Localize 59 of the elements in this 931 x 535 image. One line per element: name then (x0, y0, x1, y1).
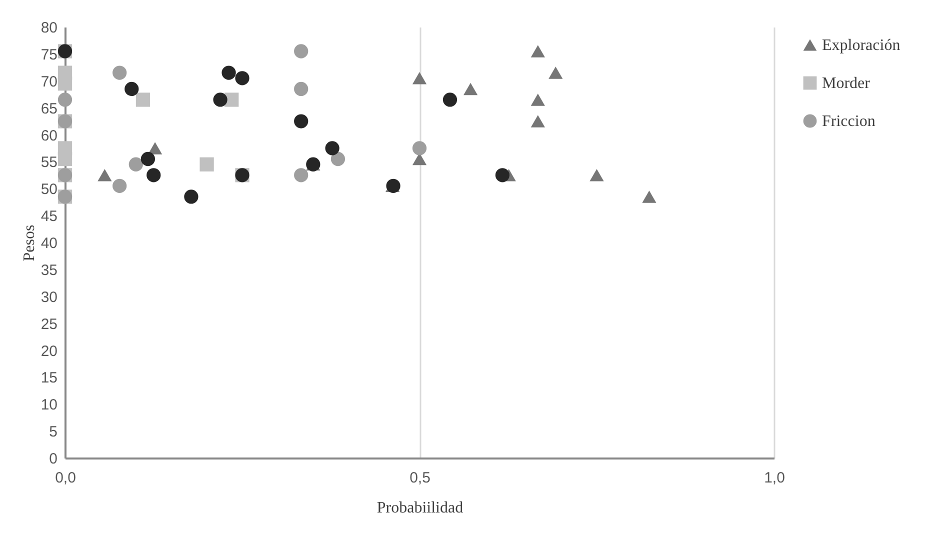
point (590, 169, 604, 182)
point (146, 168, 161, 182)
point (294, 168, 308, 182)
point (136, 92, 150, 107)
point (294, 114, 308, 128)
point (642, 190, 656, 203)
point (325, 141, 340, 156)
point (112, 178, 127, 193)
y-tick-label: 65 (40, 100, 58, 118)
point (463, 82, 478, 96)
y-tick-label: 10 (40, 396, 58, 414)
y-tick-label: 25 (40, 316, 58, 333)
y-tick-label: 55 (40, 154, 58, 172)
point (548, 66, 563, 79)
point (412, 141, 427, 156)
point (148, 142, 162, 154)
x-tick-label: 0,0 (55, 470, 76, 486)
legend-label: Morder (822, 75, 871, 92)
legend-label: Friccion (822, 113, 876, 130)
point (235, 71, 250, 86)
point (112, 66, 127, 80)
x-tick-label: 1,0 (764, 470, 785, 486)
point (530, 94, 545, 106)
y-tick-label: 35 (40, 262, 58, 279)
point (330, 152, 346, 166)
y-tick-label: 70 (40, 73, 58, 90)
y-tick-label: 30 (40, 288, 58, 306)
legend-label: Exploración (822, 37, 900, 54)
y-tick-label: 75 (40, 46, 58, 64)
point (530, 115, 545, 128)
point (495, 168, 510, 182)
x-axis-title: Probabiilidad (376, 500, 464, 516)
y-tick-label: 60 (40, 127, 58, 144)
point (442, 92, 458, 107)
y-tick-label: 45 (40, 208, 58, 226)
y-tick-label: 80 (40, 20, 58, 36)
point (58, 92, 72, 107)
point (128, 157, 143, 172)
point (140, 152, 156, 166)
point (530, 45, 545, 58)
x-tick-label: 0,5 (410, 470, 430, 486)
point (294, 44, 308, 58)
point (412, 72, 427, 84)
point (213, 92, 228, 107)
y-axis-title: Pesos (20, 224, 38, 262)
y-tick-label: 0 (49, 450, 58, 468)
point (200, 157, 214, 172)
y-tick-label: 5 (49, 424, 58, 441)
point (294, 82, 308, 96)
point (58, 66, 72, 80)
point (58, 141, 72, 156)
point (124, 82, 139, 96)
point (184, 190, 198, 204)
y-tick-label: 50 (40, 181, 58, 198)
point (98, 169, 112, 182)
y-tick-label: 40 (40, 235, 58, 252)
y-tick-label: 20 (40, 342, 58, 360)
point (222, 66, 236, 80)
y-tick-label: 15 (40, 370, 58, 387)
